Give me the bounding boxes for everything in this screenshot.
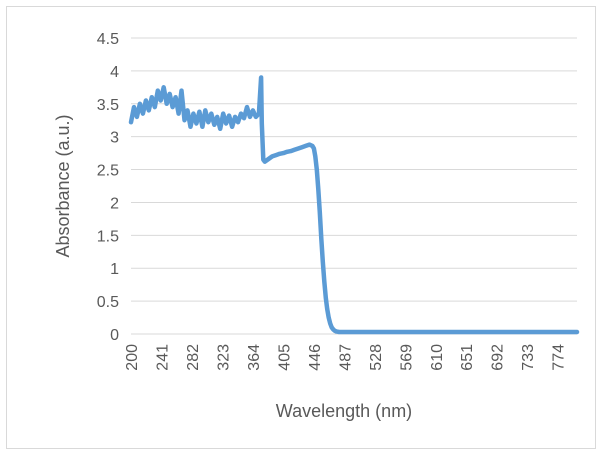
x-tick-label: 733 — [520, 344, 537, 371]
y-tick-label: 3 — [110, 130, 119, 147]
x-tick-label: 569 — [398, 344, 415, 371]
x-tick-label: 651 — [459, 344, 476, 371]
y-tick-label: 0 — [110, 327, 119, 344]
x-tick-label: 405 — [276, 344, 293, 371]
x-tick-label: 692 — [490, 344, 507, 371]
x-tick-label: 323 — [215, 344, 232, 371]
chart-area: 0 0.5 1 1.5 2 2.5 3 3.5 4 4.5 200 241 282 323 364 405 4… — [6, 6, 596, 449]
x-tick-label: 774 — [551, 344, 568, 371]
y-tick-label: 3.5 — [97, 97, 119, 114]
y-tick-label: 2.5 — [97, 163, 119, 180]
y-tick-label: 4.5 — [97, 31, 119, 48]
gridlines — [131, 37, 577, 335]
series-line-0 — [128, 75, 580, 335]
y-tick-labels: 0 0.5 1 1.5 2 2.5 3 3.5 4 4.5 — [97, 31, 119, 344]
y-axis-title: Absorbance (a.u.) — [53, 114, 73, 257]
y-tick-label: 1 — [110, 261, 119, 278]
x-tick-labels: 200 241 282 323 364 405 446 487 528 569 610 651 692 7… — [124, 344, 568, 371]
y-tick-label: 4 — [110, 64, 119, 81]
y-tick-label: 0.5 — [97, 294, 119, 311]
x-tick-label: 446 — [307, 344, 324, 371]
x-tick-label: 610 — [429, 344, 446, 371]
y-tick-label: 2 — [110, 195, 119, 212]
x-tick-label: 364 — [246, 344, 263, 371]
y-tick-label: 1.5 — [97, 228, 119, 245]
x-tick-label: 200 — [124, 344, 141, 371]
x-tick-label: 487 — [337, 344, 354, 371]
x-tick-label: 282 — [185, 344, 202, 371]
absorbance-chart: 0 0.5 1 1.5 2 2.5 3 3.5 4 4.5 200 241 282 323 364 405 4… — [53, 31, 580, 421]
series-group — [128, 75, 580, 335]
x-tick-label: 528 — [368, 344, 385, 371]
x-tick-label: 241 — [154, 344, 171, 371]
x-axis-title: Wavelength (nm) — [276, 401, 412, 421]
